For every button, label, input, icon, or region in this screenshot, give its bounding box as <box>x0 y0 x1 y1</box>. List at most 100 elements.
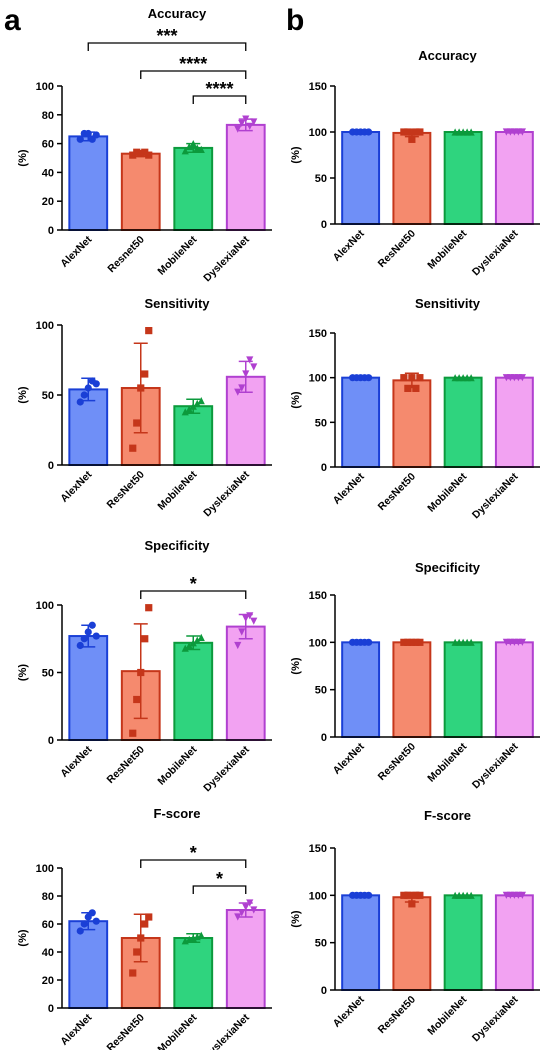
data-point <box>250 617 258 625</box>
y-axis-label: (%) <box>290 146 302 163</box>
data-point <box>246 899 254 907</box>
data-point <box>416 891 424 899</box>
data-point <box>408 135 416 143</box>
significance-bracket <box>192 95 247 104</box>
x-tick-label: ResNet50 <box>376 471 418 513</box>
x-tick-label: AlexNet <box>58 468 94 504</box>
data-point <box>404 638 412 646</box>
data-point <box>193 144 201 152</box>
data-point <box>467 374 475 382</box>
data-point <box>197 397 205 405</box>
y-tick-label: 100 <box>309 127 327 139</box>
data-point <box>412 891 420 899</box>
bar <box>120 152 161 231</box>
chart-title: F-score <box>154 806 201 821</box>
data-point <box>400 891 408 899</box>
data-point <box>518 891 526 899</box>
bar <box>173 641 214 741</box>
chart-title: Accuracy <box>148 6 207 21</box>
data-point <box>238 628 246 636</box>
data-point <box>412 638 420 646</box>
bar <box>443 894 483 991</box>
x-tick-label: Resnet50 <box>105 234 147 276</box>
y-tick-label: 0 <box>48 225 54 237</box>
significance-label: **** <box>205 79 233 99</box>
data-point <box>185 641 193 650</box>
data-point <box>84 628 92 636</box>
x-tick-label: ResNet50 <box>105 469 147 511</box>
data-point <box>193 636 201 644</box>
x-tick-label: AlexNet <box>331 993 367 1029</box>
bar <box>68 388 109 466</box>
significance-label: * <box>190 574 197 594</box>
x-tick-label: ResNet50 <box>105 1012 147 1050</box>
data-point <box>141 635 149 643</box>
data-point <box>246 612 254 620</box>
significance-label: * <box>216 869 223 889</box>
y-tick-label: 0 <box>321 462 327 474</box>
x-tick-label: DyslexiaNet <box>201 1011 252 1050</box>
significance-bracket <box>87 42 247 51</box>
data-point <box>137 150 145 158</box>
y-tick-label: 150 <box>309 843 327 855</box>
y-tick-label: 100 <box>36 863 54 875</box>
data-point <box>185 142 193 151</box>
y-tick-label: 100 <box>309 637 327 649</box>
x-tick-label: AlexNet <box>58 743 94 779</box>
data-point <box>92 632 100 640</box>
chart-title: F-score <box>424 808 471 823</box>
y-tick-label: 50 <box>42 390 54 402</box>
y-tick-label: 150 <box>309 328 327 340</box>
data-point <box>400 128 408 136</box>
data-point <box>404 128 412 136</box>
data-point <box>416 128 424 136</box>
data-point <box>238 384 246 392</box>
data-point <box>234 641 242 650</box>
y-axis-label: (%) <box>17 929 29 946</box>
bar <box>494 131 534 225</box>
data-point <box>76 927 84 935</box>
data-point <box>242 614 250 623</box>
data-point <box>141 370 149 378</box>
data-point <box>404 384 412 392</box>
data-point <box>181 147 189 155</box>
x-tick-label: AlexNet <box>58 233 94 269</box>
y-tick-label: 50 <box>42 668 54 680</box>
data-point <box>246 356 254 364</box>
data-point <box>467 891 475 899</box>
significance-bracket <box>140 590 247 599</box>
data-point <box>84 129 92 138</box>
bar <box>392 379 432 469</box>
x-tick-label: DyslexiaNet <box>470 227 521 278</box>
data-point <box>129 444 137 452</box>
data-point <box>76 641 84 650</box>
y-tick-label: 0 <box>48 460 54 472</box>
x-tick-label: ResNet50 <box>376 741 418 783</box>
data-point <box>181 408 189 416</box>
y-tick-label: 150 <box>309 590 327 602</box>
significance-bracket <box>140 70 247 79</box>
bar <box>225 123 266 231</box>
data-point <box>238 909 246 917</box>
y-tick-label: 0 <box>321 985 327 997</box>
bar <box>494 641 534 738</box>
data-point <box>408 900 416 908</box>
bar <box>68 920 109 1010</box>
x-tick-label: DyslexiaNet <box>470 993 521 1044</box>
y-tick-label: 80 <box>42 891 54 903</box>
data-point <box>185 405 193 413</box>
bar <box>68 635 109 741</box>
bar <box>225 625 266 741</box>
x-tick-label: ResNet50 <box>376 994 418 1036</box>
data-point <box>76 398 84 406</box>
data-point <box>189 402 197 410</box>
x-tick-label: MobileNet <box>155 1011 199 1050</box>
data-point <box>145 913 153 921</box>
bar <box>443 376 483 468</box>
data-point <box>400 374 408 382</box>
y-axis-label: (%) <box>17 149 29 166</box>
data-point <box>467 638 475 646</box>
x-tick-label: DyslexiaNet <box>470 740 521 791</box>
bar <box>173 146 214 231</box>
data-point <box>181 644 189 652</box>
